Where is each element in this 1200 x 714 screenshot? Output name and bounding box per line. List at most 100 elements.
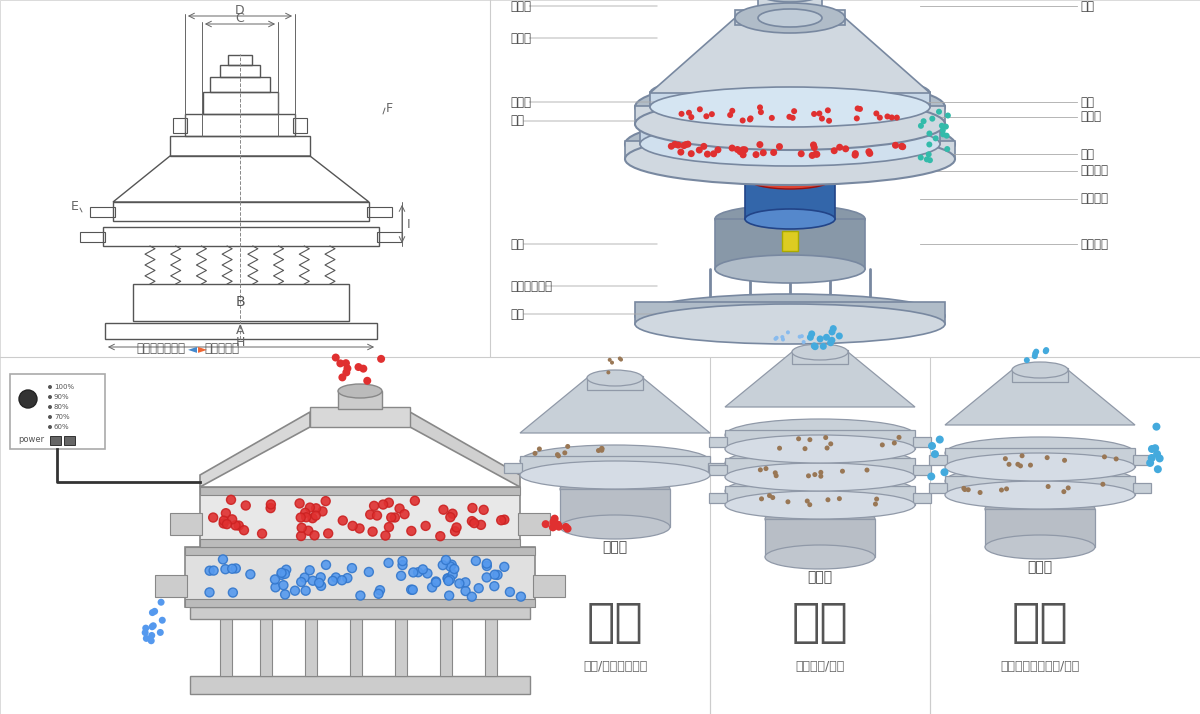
Circle shape [1032,353,1038,359]
Circle shape [818,470,823,475]
Circle shape [407,526,416,536]
Circle shape [769,115,775,121]
Circle shape [221,508,230,518]
Circle shape [920,119,926,124]
Bar [709,437,727,447]
Bar [734,10,845,25]
Polygon shape [946,370,1135,425]
Circle shape [940,127,946,134]
Circle shape [814,151,821,158]
Text: 运输固定螺栓: 运输固定螺栓 [510,279,552,293]
Circle shape [240,526,248,535]
Circle shape [689,114,695,120]
Circle shape [748,116,754,121]
Circle shape [364,377,371,385]
Circle shape [220,519,228,528]
Circle shape [1152,423,1160,431]
Circle shape [564,525,571,533]
Ellipse shape [650,73,930,113]
Circle shape [348,521,358,531]
Circle shape [533,451,538,456]
Circle shape [811,111,817,117]
Circle shape [836,333,842,339]
Text: 去除液体中的颗粒/异物: 去除液体中的颗粒/异物 [1001,660,1080,673]
Bar [725,430,916,449]
Circle shape [490,582,499,590]
Circle shape [758,468,763,473]
Ellipse shape [520,445,710,477]
Circle shape [366,510,374,519]
Circle shape [682,141,689,148]
Bar [395,618,407,676]
Circle shape [809,152,816,159]
Circle shape [1153,450,1162,458]
Circle shape [668,143,674,150]
Circle shape [763,466,768,471]
Ellipse shape [734,3,845,33]
Circle shape [1007,462,1012,467]
Circle shape [802,340,805,344]
Circle shape [384,558,394,568]
Bar [715,219,865,269]
Circle shape [149,609,156,616]
Bar [504,463,522,473]
Polygon shape [200,412,310,487]
Circle shape [150,622,157,629]
Circle shape [728,144,736,151]
Circle shape [228,564,236,573]
Bar [946,448,1135,467]
Circle shape [397,571,406,580]
Circle shape [943,133,949,139]
Circle shape [48,385,52,389]
Circle shape [266,500,275,509]
Bar [377,232,402,242]
Circle shape [158,617,166,624]
Circle shape [444,576,454,585]
Circle shape [266,503,275,513]
Circle shape [746,116,752,123]
Circle shape [928,473,935,481]
Bar [1133,455,1151,465]
Ellipse shape [640,122,940,166]
Circle shape [607,358,612,362]
Circle shape [823,334,830,341]
Circle shape [554,521,562,528]
Circle shape [1062,458,1067,463]
Circle shape [798,150,805,157]
Circle shape [941,468,948,476]
Circle shape [468,517,476,526]
Bar [725,486,916,505]
Circle shape [1147,454,1156,462]
Text: 下部重锤: 下部重锤 [1080,238,1108,251]
Bar [90,207,115,217]
Circle shape [806,473,811,478]
Circle shape [356,591,365,600]
Circle shape [271,583,280,592]
Circle shape [752,151,760,158]
Circle shape [448,570,457,579]
Circle shape [742,146,749,154]
Bar [190,607,530,619]
Text: 弹簧: 弹簧 [510,238,524,251]
Circle shape [928,442,936,450]
Circle shape [450,527,460,536]
Circle shape [562,523,570,531]
Text: 90%: 90% [54,394,70,400]
Circle shape [205,588,214,597]
Ellipse shape [635,98,946,150]
Circle shape [384,498,394,507]
Bar [228,55,252,65]
Circle shape [390,513,400,522]
Circle shape [270,575,280,584]
Circle shape [781,338,785,341]
Circle shape [727,112,733,118]
Circle shape [220,516,228,526]
Circle shape [258,529,266,538]
Circle shape [384,523,394,531]
Circle shape [786,499,791,504]
Circle shape [828,328,835,336]
Ellipse shape [748,169,832,189]
Circle shape [407,585,415,594]
Circle shape [432,578,440,587]
Ellipse shape [725,491,916,519]
